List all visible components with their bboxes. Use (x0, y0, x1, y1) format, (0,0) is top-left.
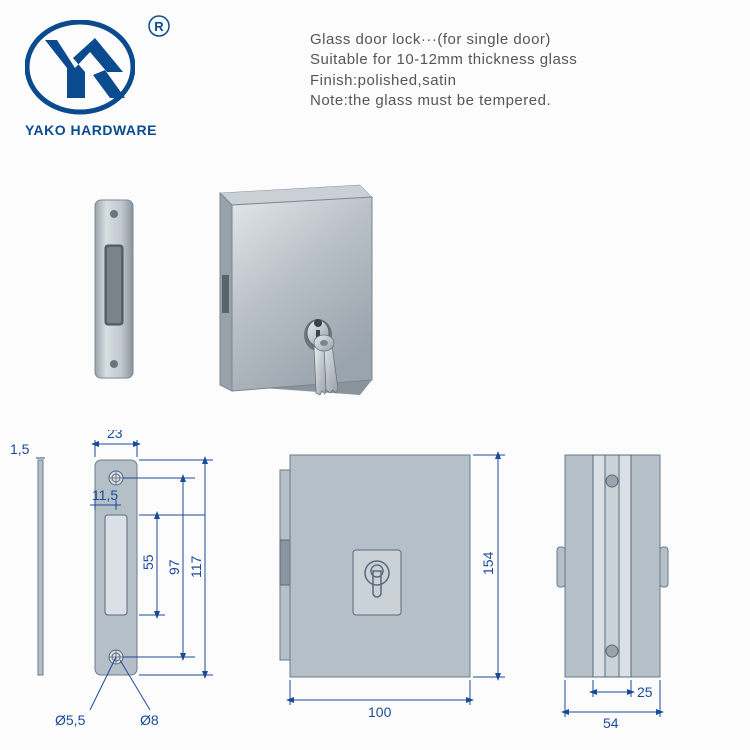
dim-side-outer: 54 (603, 715, 619, 731)
dim-total-h: 117 (188, 555, 204, 578)
product-photo (85, 175, 435, 405)
technical-diagrams: 1,5 23 11,5 (0, 430, 750, 740)
desc-line: Note:the glass must be tempered. (310, 91, 577, 111)
dim-front-height: 154 (480, 551, 496, 575)
dim-inner-offset: 11,5 (92, 487, 118, 503)
svg-text:R: R (154, 19, 164, 34)
lock-front-view: 100 154 (280, 455, 505, 720)
dim-slot-h: 55 (140, 554, 156, 570)
strike-thickness-view: 1,5 (10, 441, 45, 675)
product-description: Glass door lock···(for single door) Suit… (310, 30, 577, 111)
logo-icon (25, 20, 135, 115)
desc-line: Glass door lock···(for single door) (310, 30, 577, 50)
lock-side-view: 25 54 (557, 455, 668, 731)
strike-front-view: 23 11,5 55 97 117 Ø (55, 430, 213, 728)
strike-plate-photo (95, 200, 133, 378)
dim-hole-pitch: 97 (166, 559, 182, 575)
lock-body-photo (220, 185, 372, 395)
logo-area: R YAKO HARDWARE (25, 15, 165, 138)
dim-side-inner: 25 (637, 684, 653, 700)
desc-line: Suitable for 10-12mm thickness glass (310, 50, 577, 70)
dim-thickness: 1,5 (10, 441, 30, 457)
desc-line: Finish:polished,satin (310, 71, 577, 91)
dim-width: 23 (107, 430, 123, 441)
registered-icon: R (148, 15, 170, 37)
brand-name: YAKO HARDWARE (25, 122, 165, 138)
dim-hole-d2: Ø8 (140, 712, 159, 728)
dim-hole-d1: Ø5,5 (55, 712, 86, 728)
dim-front-width: 100 (368, 704, 392, 720)
